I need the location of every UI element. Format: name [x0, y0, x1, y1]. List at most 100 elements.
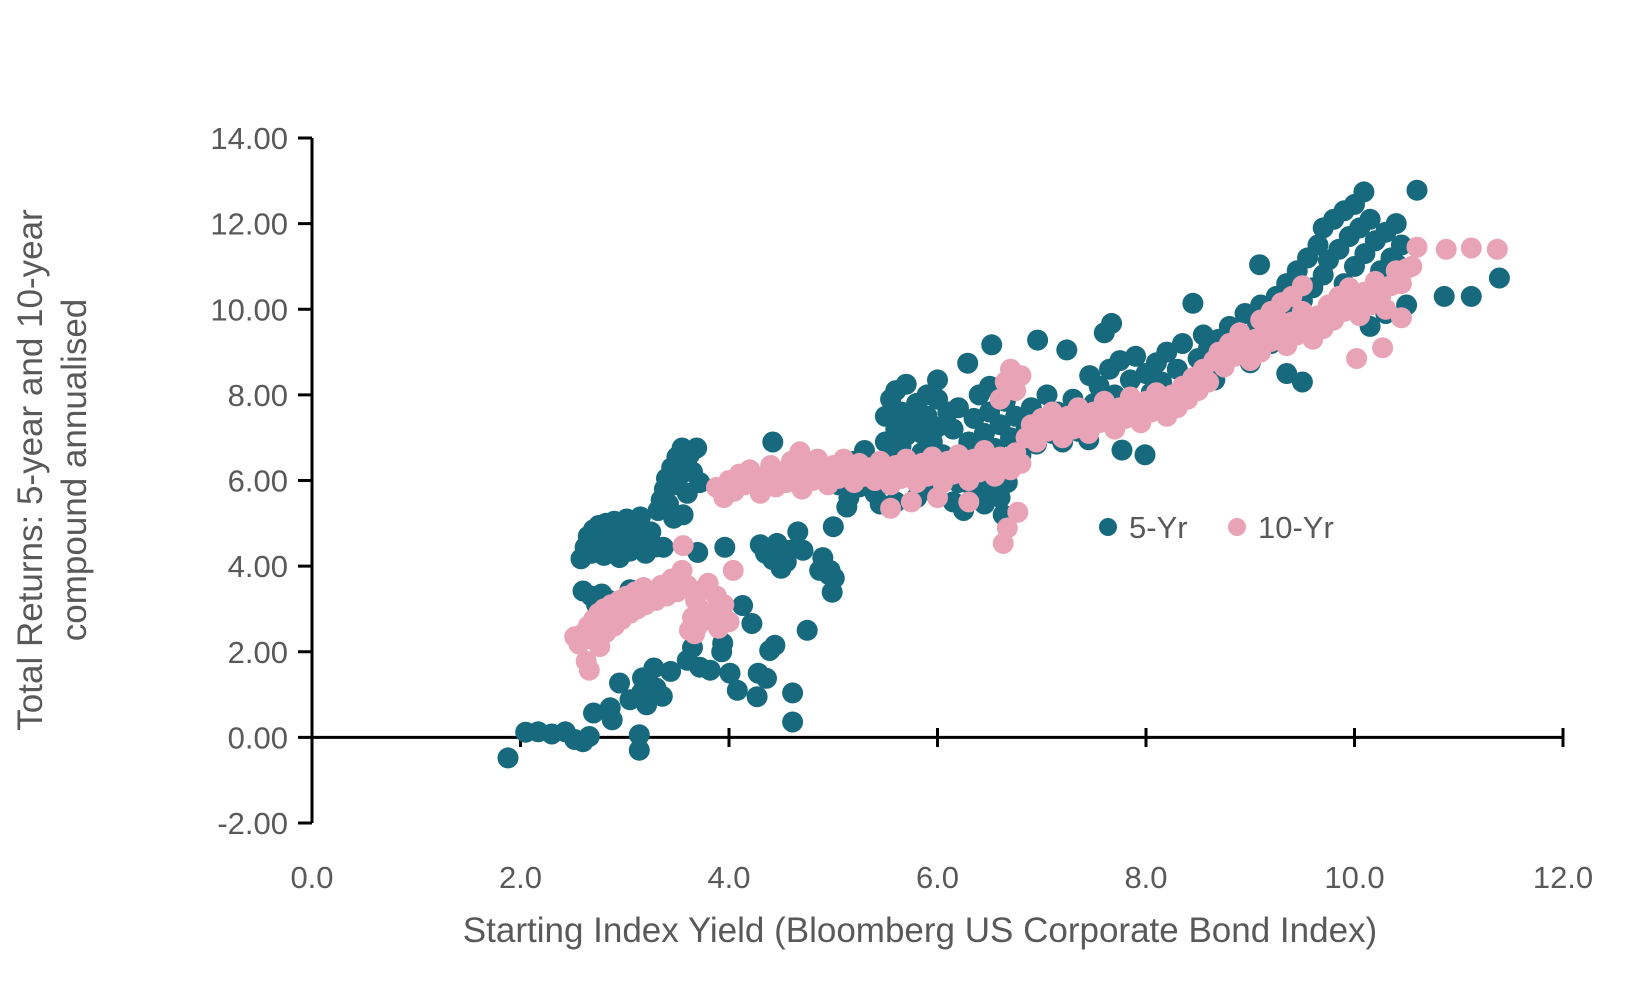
- data-point-5yr: [732, 595, 754, 616]
- data-point-5yr: [1488, 267, 1510, 289]
- data-point-5yr: [699, 659, 721, 681]
- x-tick-label: 6.0: [916, 860, 959, 895]
- data-point-5yr: [973, 422, 995, 444]
- y-tick-label: 14.00: [210, 121, 288, 156]
- data-point-5yr: [651, 685, 673, 707]
- data-point-5yr: [973, 493, 995, 515]
- scatter-points: [497, 179, 1510, 769]
- data-point-10yr: [578, 659, 600, 681]
- data-point-5yr: [719, 662, 741, 684]
- data-point-5yr: [1079, 365, 1101, 387]
- legend-label-10yr: 10-Yr: [1258, 510, 1334, 545]
- data-point-5yr: [782, 682, 804, 704]
- data-point-5yr: [782, 711, 804, 733]
- y-tick-label: 6.00: [228, 464, 288, 499]
- data-point-5yr: [714, 536, 736, 558]
- data-point-5yr: [660, 660, 682, 682]
- data-point-5yr: [981, 334, 1003, 356]
- data-point-10yr: [958, 491, 980, 513]
- data-point-5yr: [756, 667, 777, 689]
- data-point-5yr: [1027, 329, 1049, 351]
- data-point-5yr: [1353, 181, 1375, 203]
- y-tick-label: 2.00: [228, 635, 288, 670]
- data-point-5yr: [1234, 303, 1256, 324]
- x-tick-label: 4.0: [707, 860, 750, 895]
- x-tick-label: 12.0: [1533, 860, 1593, 895]
- data-point-5yr: [643, 657, 665, 679]
- data-point-5yr: [689, 472, 711, 494]
- data-point-5yr: [1111, 439, 1133, 461]
- data-point-5yr: [1156, 341, 1178, 363]
- y-tick-label: 10.00: [210, 292, 288, 327]
- data-point-5yr: [762, 431, 784, 453]
- data-point-10yr: [1198, 371, 1220, 393]
- data-point-10yr: [989, 388, 1011, 410]
- data-point-5yr: [1182, 292, 1204, 314]
- data-point-10yr: [1010, 365, 1032, 387]
- data-point-10yr: [1435, 238, 1457, 260]
- data-point-5yr: [578, 726, 600, 747]
- data-point-10yr: [672, 535, 694, 557]
- data-point-5yr: [957, 352, 979, 374]
- data-point-5yr: [1249, 254, 1271, 276]
- data-point-5yr: [927, 369, 948, 391]
- data-point-5yr: [572, 580, 594, 602]
- data-point-10yr: [996, 517, 1018, 539]
- legend: 5-Yr 10-Yr: [1099, 510, 1334, 545]
- data-point-5yr: [1291, 371, 1313, 393]
- x-tick-label: 10.0: [1324, 860, 1384, 895]
- data-point-5yr: [1036, 384, 1058, 406]
- data-point-5yr: [927, 416, 948, 438]
- x-tick-label: 8.0: [1124, 860, 1167, 895]
- x-axis-title: Starting Index Yield (Bloomberg US Corpo…: [463, 911, 1377, 950]
- data-point-5yr: [741, 613, 763, 634]
- data-point-5yr: [764, 634, 786, 656]
- x-tick-label: 2.0: [499, 860, 542, 895]
- data-point-5yr: [796, 619, 818, 641]
- legend-marker-5yr: [1099, 518, 1117, 536]
- data-point-5yr: [822, 516, 844, 538]
- legend-marker-10yr: [1228, 518, 1246, 536]
- data-point-10yr: [1291, 275, 1313, 297]
- data-point-5yr: [1460, 285, 1482, 307]
- data-point-5yr: [1385, 213, 1407, 235]
- data-point-5yr: [792, 539, 814, 561]
- data-point-5yr: [726, 679, 748, 701]
- data-point-10yr: [1346, 348, 1368, 369]
- data-point-10yr: [718, 611, 740, 633]
- data-point-10yr: [880, 497, 902, 519]
- data-point-5yr: [947, 397, 969, 419]
- data-point-5yr: [1390, 234, 1412, 256]
- data-point-5yr: [636, 694, 658, 716]
- data-point-5yr: [629, 506, 651, 528]
- data-point-10yr: [984, 465, 1006, 487]
- data-point-5yr: [823, 567, 845, 589]
- data-point-5yr: [746, 686, 768, 708]
- data-point-5yr: [583, 702, 604, 724]
- y-axis-title-line1: Total Returns: 5-year and 10-year: [11, 209, 50, 731]
- legend-label-5yr: 5-Yr: [1129, 510, 1188, 545]
- data-point-5yr: [787, 521, 809, 543]
- y-axis-title-line2: compound annualised: [55, 299, 94, 641]
- data-point-5yr: [652, 536, 674, 558]
- data-point-5yr: [1134, 444, 1156, 466]
- data-point-10yr: [1460, 237, 1482, 259]
- data-point-5yr: [1276, 363, 1298, 384]
- data-point-5yr: [663, 507, 685, 529]
- data-point-10yr: [1372, 337, 1394, 359]
- data-point-10yr: [900, 491, 922, 513]
- data-point-5yr: [1101, 312, 1123, 334]
- data-point-10yr: [1010, 452, 1032, 474]
- data-point-10yr: [789, 441, 811, 463]
- data-point-5yr: [1166, 358, 1188, 380]
- data-point-10yr: [713, 594, 735, 616]
- data-point-5yr: [1172, 333, 1193, 354]
- data-point-10yr: [927, 487, 948, 509]
- data-point-5yr: [601, 709, 623, 731]
- data-point-5yr: [942, 418, 964, 440]
- data-point-5yr: [895, 373, 917, 395]
- data-point-10yr: [1390, 307, 1412, 329]
- data-point-5yr: [497, 747, 519, 769]
